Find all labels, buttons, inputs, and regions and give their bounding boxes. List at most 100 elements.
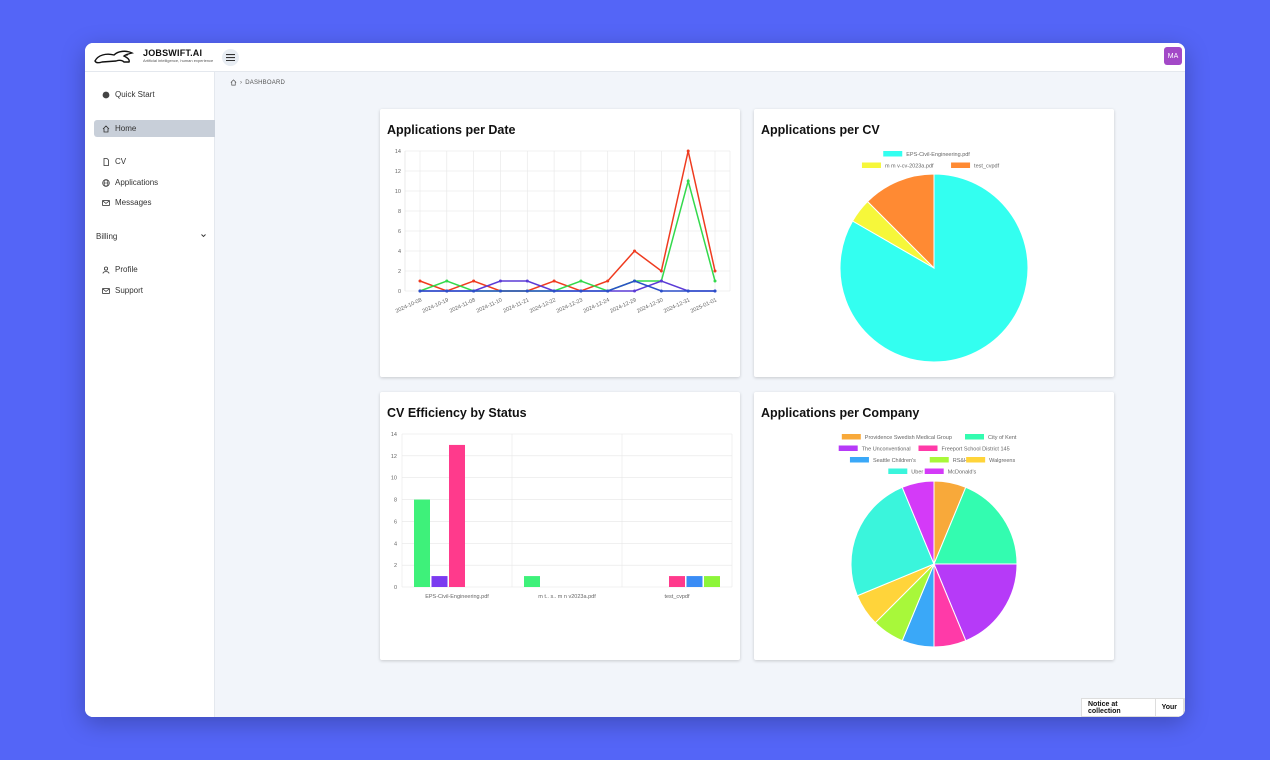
top-bar: JOBSWIFT.AI Artificial intelligence, hum… — [85, 43, 1185, 72]
home-icon[interactable] — [230, 79, 237, 86]
data-point — [552, 279, 556, 283]
series-line — [420, 280, 715, 292]
data-point — [472, 279, 476, 283]
data-point — [659, 279, 663, 283]
legend-label: Walgreens — [989, 458, 1015, 464]
sidebar-item-label: Home — [115, 124, 137, 133]
card-applications-per-cv: Applications per CV EPS-Civil-Engineerin… — [754, 109, 1114, 377]
data-point — [579, 289, 583, 293]
sidebar-item-quick-start[interactable]: Quick Start — [94, 86, 215, 103]
y-tick-label: 6 — [398, 229, 401, 235]
card-title: Applications per Company — [761, 406, 920, 420]
y-tick-label: 12 — [391, 454, 397, 460]
pie-slice — [901, 480, 935, 565]
card-applications-per-company: Applications per Company Providence Swed… — [754, 392, 1114, 660]
home-icon — [102, 124, 110, 133]
bar — [669, 576, 685, 587]
y-tick-label: 4 — [394, 541, 397, 547]
y-tick-label: 2 — [394, 563, 397, 569]
notice-bar: Notice at collection Your — [1081, 698, 1185, 717]
legend-swatch — [838, 445, 858, 451]
data-point — [472, 289, 476, 293]
legend-label: McDonald's — [948, 470, 977, 476]
data-point — [713, 279, 717, 283]
rabbit-logo-icon — [94, 50, 135, 64]
sidebar-item-profile[interactable]: Profile — [94, 261, 215, 278]
sidebar-item-home[interactable]: Home — [94, 120, 215, 137]
data-point — [606, 279, 610, 283]
brand[interactable]: JOBSWIFT.AI Artificial intelligence, hum… — [143, 48, 213, 64]
x-tick-label: 2024-11-10 — [476, 297, 504, 314]
legend-label: Providence Swedish Medical Group — [865, 435, 952, 441]
y-tick-label: 8 — [398, 209, 401, 215]
sidebar-item-label: Billing — [96, 232, 118, 241]
y-tick-label: 10 — [395, 189, 401, 195]
legend-label: The Unconventional — [862, 447, 911, 453]
breadcrumb: › DASHBOARD — [230, 79, 285, 86]
data-point — [713, 289, 717, 293]
x-tick-label: 2024-11-08 — [449, 297, 477, 314]
sidebar-item-support[interactable]: Support — [94, 282, 215, 299]
data-point — [525, 279, 529, 283]
pie-chart: Providence Swedish Medical Group City of … — [838, 434, 1018, 648]
card-title: Applications per CV — [761, 123, 880, 137]
legend-swatch — [929, 457, 949, 463]
y-tick-label: 4 — [398, 249, 401, 255]
data-point — [713, 269, 717, 273]
legend-label: Uber — [911, 470, 923, 476]
legend-swatch — [965, 434, 984, 440]
x-tick-label: EPS-Civil-Engineering.pdf — [425, 594, 489, 600]
x-tick-label: test_cvpdf — [664, 594, 690, 600]
pie-chart: EPS-Civil-Engineering.pdf m m v-cv-2023a.… — [839, 151, 1029, 363]
data-point — [579, 279, 583, 283]
y-tick-label: 14 — [391, 432, 397, 438]
sidebar-item-messages[interactable]: Messages — [94, 194, 215, 211]
legend-swatch — [966, 457, 986, 463]
data-point — [659, 289, 663, 293]
legend-label: EPS-Civil-Engineering.pdf — [906, 152, 970, 158]
sidebar-item-billing[interactable]: Billing — [94, 228, 215, 245]
notice-at-collection-link[interactable]: Notice at collection — [1082, 699, 1156, 716]
legend-label: Seattle Children's — [873, 458, 916, 464]
legend-swatch — [849, 457, 869, 463]
bar — [449, 444, 465, 587]
x-tick-label: 2024-10-08 — [395, 297, 423, 314]
x-tick-label: 2024-12-24 — [583, 297, 611, 314]
data-point — [445, 289, 449, 293]
pie-slice — [839, 173, 1029, 363]
avatar[interactable]: MA — [1164, 47, 1182, 65]
y-tick-label: 0 — [394, 585, 397, 591]
globe-icon — [102, 178, 110, 187]
brand-name: JOBSWIFT.AI — [143, 48, 203, 58]
legend-swatch — [888, 468, 908, 474]
card-title: CV Efficiency by Status — [387, 406, 527, 420]
x-tick-label: 2024-12-30 — [636, 297, 664, 314]
data-point — [659, 269, 663, 273]
series-line — [419, 150, 716, 292]
y-tick-label: 0 — [398, 289, 401, 295]
data-point — [498, 289, 502, 293]
bar — [431, 576, 448, 587]
notice-your-link[interactable]: Your — [1156, 699, 1184, 716]
data-point — [498, 279, 502, 283]
hamburger-icon — [226, 54, 235, 61]
x-tick-label: 2024-10-19 — [422, 297, 450, 314]
dot-icon — [102, 91, 110, 99]
sidebar-item-applications[interactable]: Applications — [94, 174, 215, 191]
sidebar-item-label: CV — [115, 157, 127, 166]
legend-label: test_cvpdf — [974, 164, 1000, 170]
document-icon — [102, 157, 110, 166]
data-point — [525, 289, 529, 293]
data-point — [633, 289, 637, 293]
data-point — [552, 289, 556, 293]
data-point — [418, 289, 422, 293]
x-tick-label: 2025-01-01 — [690, 297, 718, 314]
x-tick-label: 2024-12-31 — [663, 297, 691, 314]
sidebar-item-cv[interactable]: CV — [94, 153, 215, 170]
x-tick-label: 2024-12-23 — [556, 297, 584, 314]
menu-toggle-button[interactable] — [222, 49, 239, 66]
data-point — [445, 279, 449, 283]
mail-icon — [102, 287, 110, 295]
y-tick-label: 2 — [398, 269, 401, 275]
y-tick-label: 12 — [395, 169, 401, 175]
